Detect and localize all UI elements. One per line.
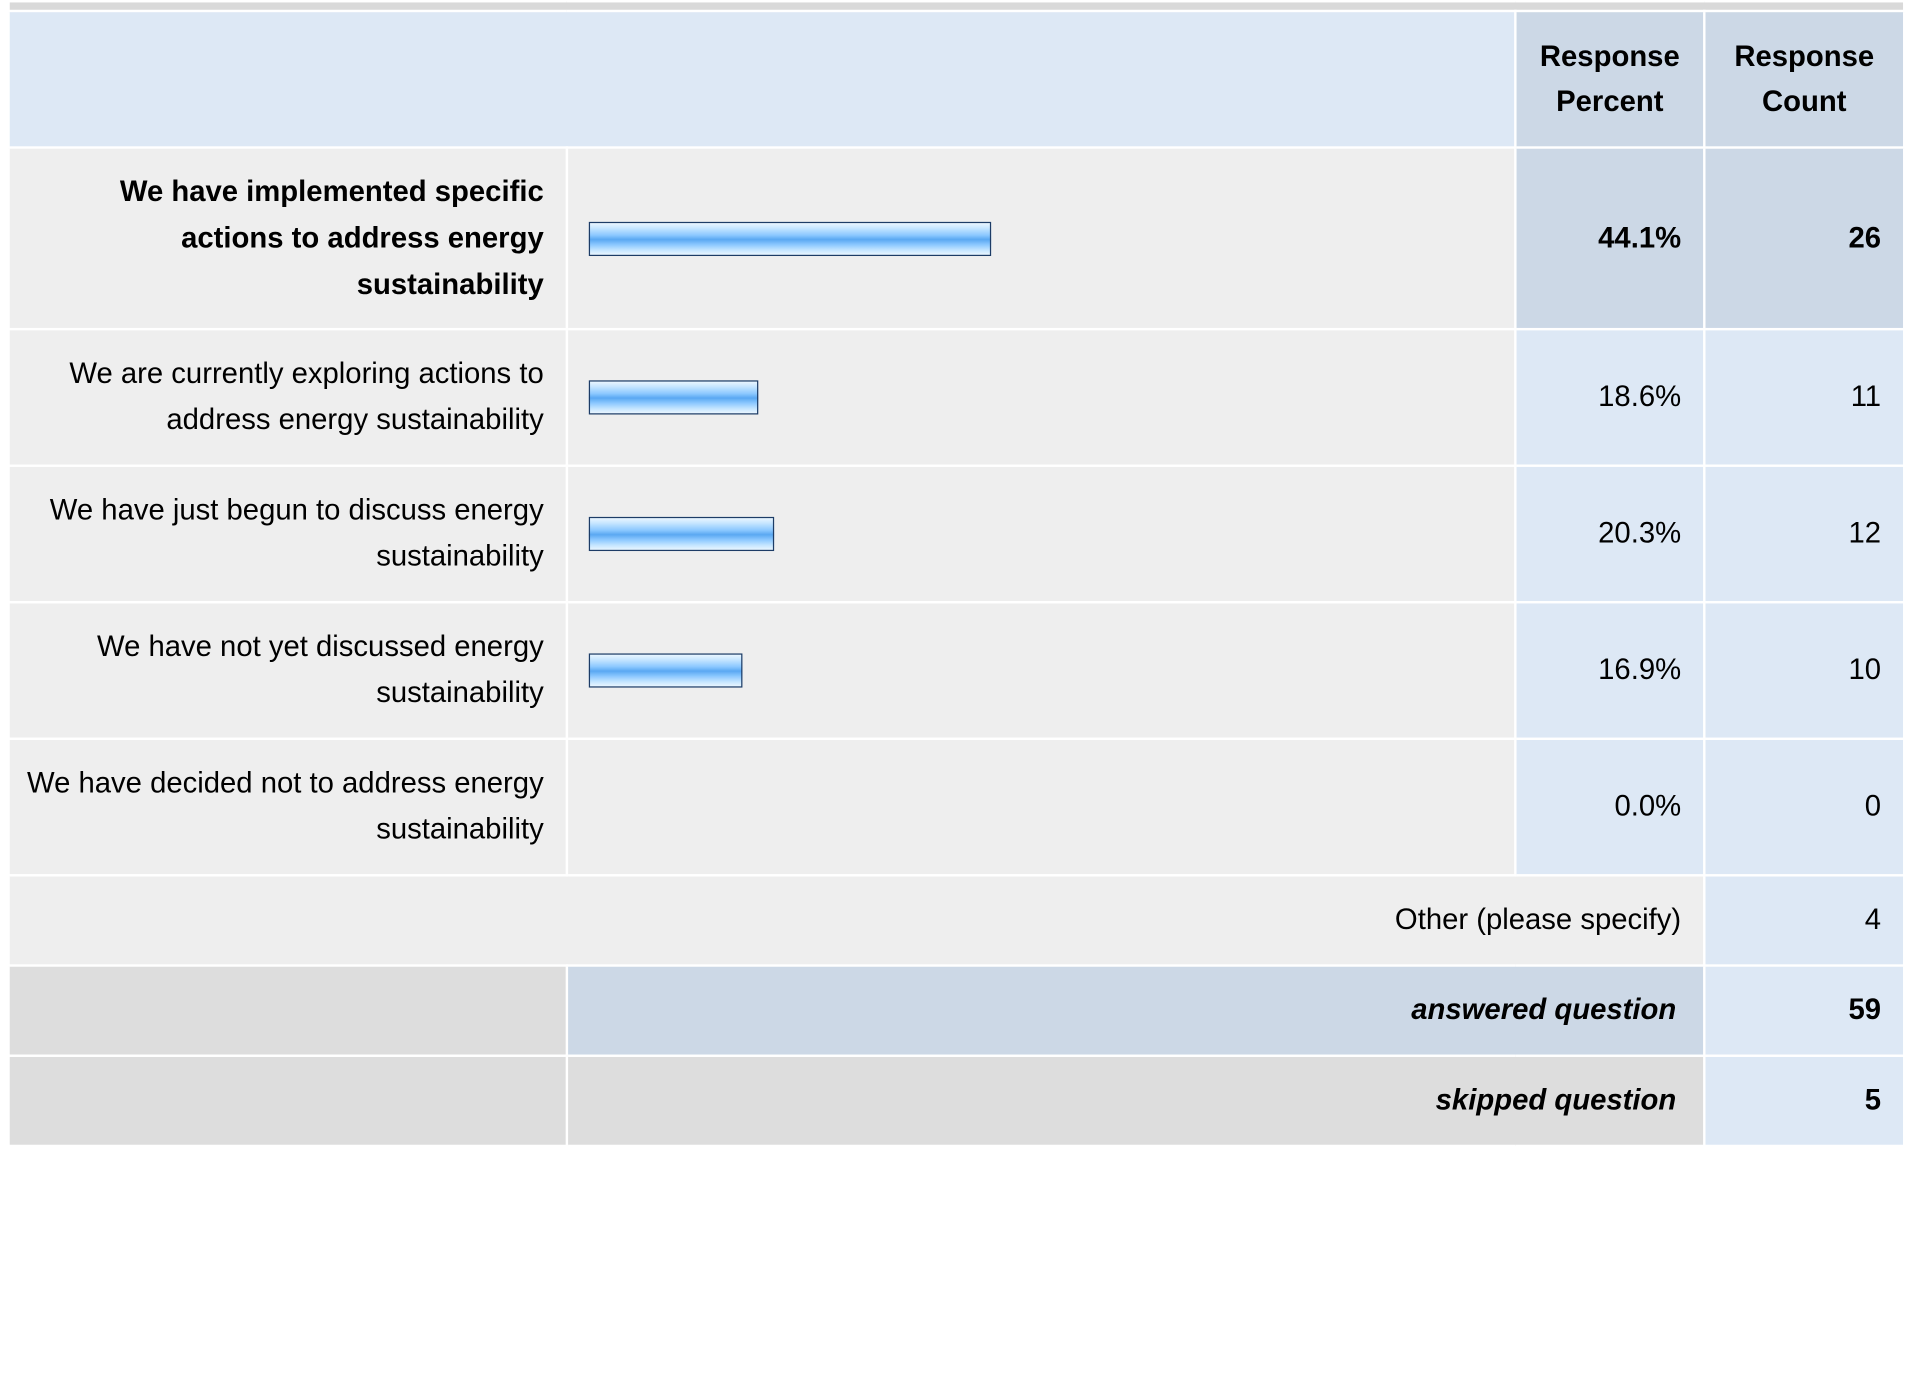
response-count: 0 [1703, 737, 1906, 877]
response-percent: 16.9% [1514, 601, 1706, 740]
header-response-count: Response Count [1703, 9, 1906, 149]
answer-row: We have not yet discussed energy sustain… [7, 601, 1906, 740]
response-percent: 0.0% [1514, 737, 1706, 877]
answer-label: We are currently exploring actions to ad… [7, 327, 569, 467]
answer-bar-cell [565, 737, 1517, 877]
response-bar [588, 221, 992, 256]
answer-label: We have implemented specific actions to … [7, 146, 569, 331]
answer-row: We are currently exploring actions to ad… [7, 327, 1906, 467]
response-bar [588, 653, 743, 688]
answer-bar-cell [565, 601, 1517, 740]
table-header-row: Response Percent Response Count [7, 9, 1906, 149]
other-row: Other (please specify) 4 [7, 874, 1906, 967]
response-count: 12 [1703, 464, 1906, 604]
answer-bar-cell [565, 464, 1517, 604]
response-percent: 44.1% [1514, 146, 1706, 331]
bar-track [589, 790, 991, 824]
answer-row: We have implemented specific actions to … [7, 146, 1906, 331]
answer-label: We have decided not to address energy su… [7, 737, 569, 877]
response-percent: 18.6% [1514, 327, 1706, 467]
header-blank-cell [7, 9, 1517, 149]
answered-question-label: answered question [565, 964, 1706, 1057]
skipped-question-count: 5 [1703, 1054, 1906, 1148]
response-count: 26 [1703, 146, 1906, 331]
answer-bar-cell [565, 327, 1517, 467]
answer-row: We have decided not to address energy su… [7, 737, 1906, 877]
answered-question-row: answered question 59 [7, 964, 1906, 1057]
table-top-strip [7, 0, 1906, 13]
summary-blank-cell [7, 1054, 569, 1148]
response-bar [588, 516, 775, 552]
answer-label: We have just begun to discuss energy sus… [7, 464, 569, 604]
answer-label: We have not yet discussed energy sustain… [7, 601, 569, 740]
survey-results-table: Response Percent Response Count We have … [7, 0, 1906, 1148]
other-label: Other (please specify) [7, 874, 1706, 967]
answered-question-count: 59 [1703, 964, 1906, 1057]
response-percent: 20.3% [1514, 464, 1706, 604]
bar-track [588, 221, 992, 256]
header-response-percent: Response Percent [1514, 9, 1706, 149]
bar-track [588, 653, 991, 688]
response-count: 11 [1703, 327, 1906, 467]
response-count: 10 [1703, 601, 1906, 740]
skipped-question-row: skipped question 5 [7, 1054, 1906, 1148]
answer-bar-cell [565, 146, 1517, 331]
bar-track [588, 516, 991, 552]
response-bar [588, 380, 759, 415]
summary-blank-cell [7, 964, 569, 1057]
skipped-question-label: skipped question [565, 1054, 1706, 1148]
bar-track [588, 380, 991, 415]
answer-row: We have just begun to discuss energy sus… [7, 464, 1906, 604]
other-count: 4 [1703, 874, 1906, 967]
